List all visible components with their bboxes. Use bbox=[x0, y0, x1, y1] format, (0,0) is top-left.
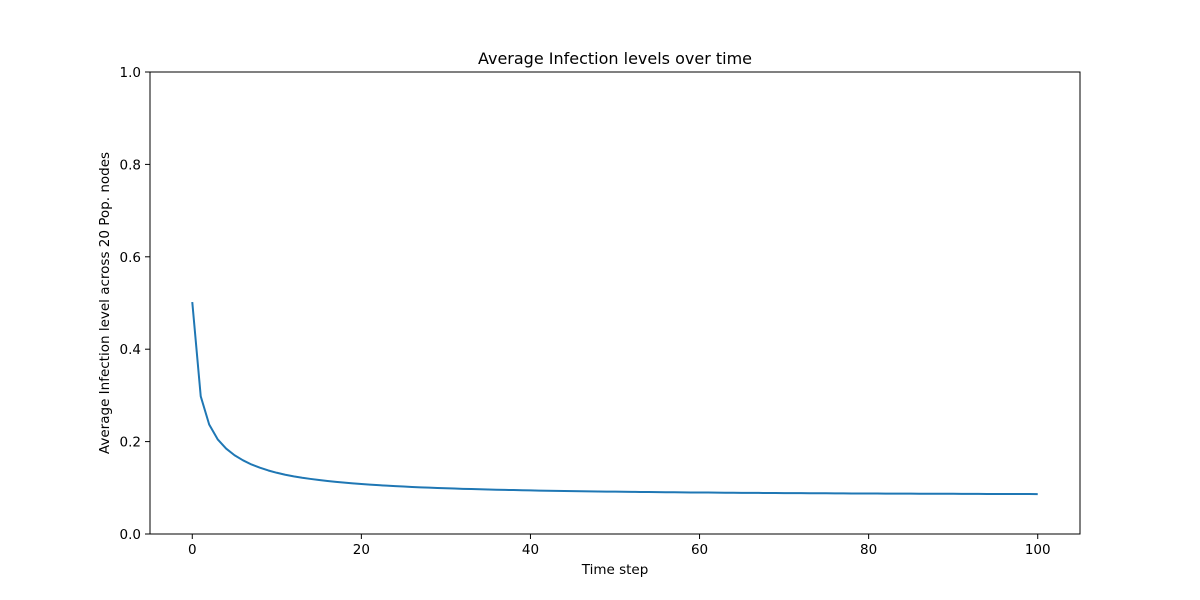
y-axis: 0.0 0.2 0.4 0.6 0.8 1.0 bbox=[120, 65, 150, 543]
y-tick-label: 0.8 bbox=[120, 157, 141, 173]
x-tick-label: 100 bbox=[1025, 542, 1051, 558]
y-tick-label: 0.2 bbox=[120, 435, 141, 451]
x-axis: 0 20 40 60 80 100 bbox=[188, 534, 1051, 558]
x-tick-label: 20 bbox=[353, 542, 370, 558]
plot-area bbox=[150, 72, 1080, 534]
plot-frame bbox=[149, 71, 1081, 535]
x-tick-label: 60 bbox=[691, 542, 708, 558]
y-tick-label: 0.0 bbox=[120, 527, 141, 543]
series-line bbox=[191, 301, 1038, 496]
y-tick-label: 1.0 bbox=[120, 65, 141, 81]
y-tick-label: 0.6 bbox=[120, 250, 141, 266]
x-tick-label: 80 bbox=[860, 542, 877, 558]
chart-title: Average Infection levels over time bbox=[478, 49, 752, 68]
y-tick-label: 0.4 bbox=[120, 342, 141, 358]
x-tick-label: 0 bbox=[188, 542, 197, 558]
y-axis-label: Average Infection level across 20 Pop. n… bbox=[97, 152, 113, 454]
series-layer bbox=[191, 301, 1038, 496]
x-tick-label: 40 bbox=[522, 542, 539, 558]
x-axis-label: Time step bbox=[581, 562, 649, 578]
